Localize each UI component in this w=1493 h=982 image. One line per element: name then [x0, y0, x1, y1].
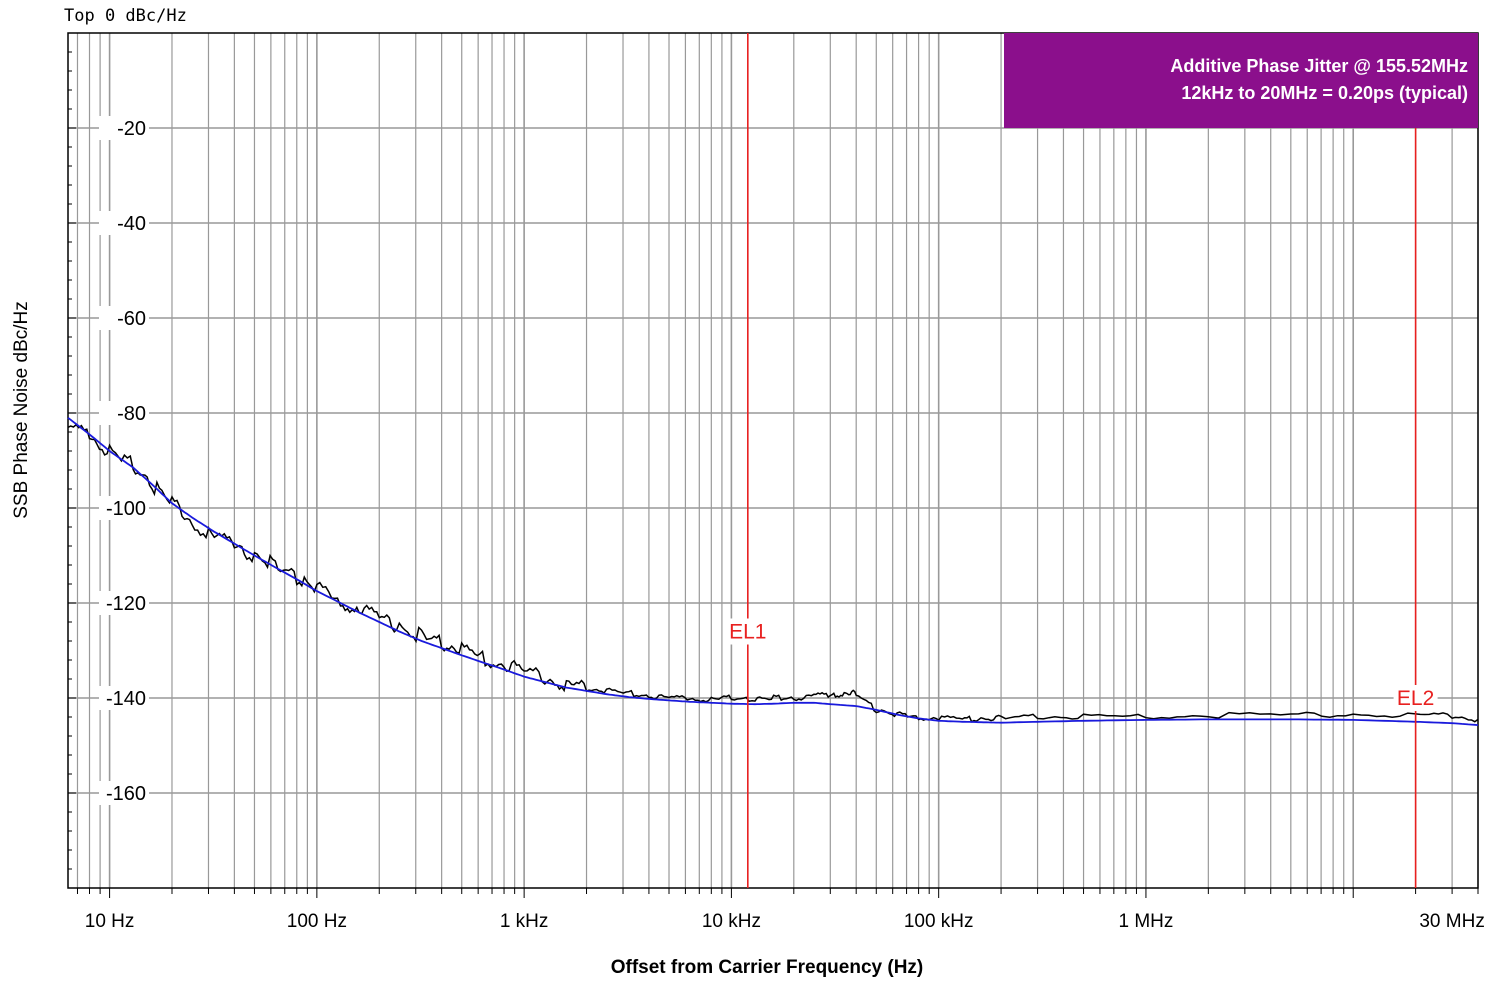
grid-minor: [76, 33, 1479, 888]
y-tick-label-bg: [99, 781, 149, 805]
y-tick-label-bg: [99, 211, 149, 235]
marker-layer: EL1 EL2: [725, 33, 1438, 888]
measured-phase-noise-line: [67, 423, 1479, 723]
x-tick-label: 30 MHz: [1419, 911, 1484, 932]
marker-label-el2: EL2: [1397, 687, 1434, 710]
x-tick-label: 100 kHz: [904, 911, 974, 932]
y-tick-label: -60: [117, 308, 146, 330]
y-tick-label: -160: [106, 783, 146, 805]
top-reference-label: Top 0 dBc/Hz: [64, 6, 187, 26]
plot-frame: [67, 32, 1479, 889]
marker-label-el1: EL1: [729, 621, 766, 644]
y-tick-label-bg: [99, 116, 149, 140]
reference-phase-noise-line: [67, 417, 1479, 726]
y-tick-label: -120: [106, 593, 146, 615]
marker-label-bg: [1393, 685, 1438, 711]
y-tick-labels: -20 -40 -60 -80 -100 -120 -140 -160: [99, 116, 149, 805]
x-axis-label: Offset from Carrier Frequency (Hz): [610, 957, 924, 978]
y-tick-label-bg: [99, 591, 149, 615]
y-tick-label-bg: [99, 496, 149, 520]
x-tick-labels: 10 Hz 100 Hz 1 kHz 10 kHz 100 kHz 1 MHz 30 MHz: [85, 911, 1485, 932]
y-tick-label: -20: [117, 118, 146, 140]
series-layer: [67, 417, 1479, 726]
y-tick-label: -140: [106, 688, 146, 710]
x-tick-label: 10 Hz: [85, 911, 135, 932]
y-tick-label: -40: [117, 213, 146, 235]
y-tick-label: -100: [106, 498, 146, 520]
annotation-line-1: Additive Phase Jitter @ 155.52MHz: [1170, 56, 1468, 76]
y-tick-label: -80: [117, 403, 146, 425]
x-tick-label: 10 kHz: [702, 911, 761, 932]
jitter-annotation-box: Additive Phase Jitter @ 155.52MHz 12kHz …: [1004, 33, 1478, 128]
x-tick-label: 100 Hz: [287, 911, 347, 932]
y-tick-label-bg: [99, 686, 149, 710]
grid-major: [68, 32, 1479, 898]
y-tick-label-bg: [99, 401, 149, 425]
annotation-line-2: 12kHz to 20MHz = 0.20ps (typical): [1181, 83, 1468, 103]
marker-label-bg: [725, 618, 770, 645]
x-tick-label: 1 kHz: [500, 911, 549, 932]
y-axis-label: SSB Phase Noise dBc/Hz: [11, 301, 32, 519]
x-tick-label: 1 MHz: [1118, 911, 1173, 932]
y-tick-label-bg: [99, 306, 149, 330]
